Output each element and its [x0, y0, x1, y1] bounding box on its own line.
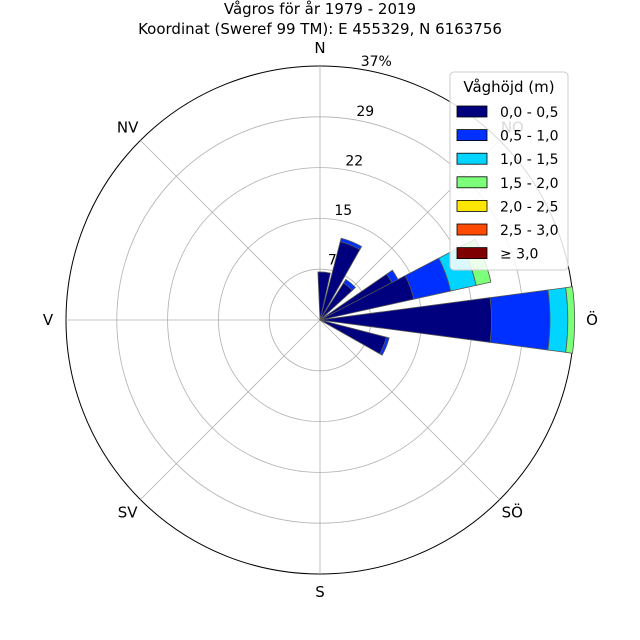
legend-swatch — [456, 105, 488, 118]
chart-subtitle: Koordinat (Sweref 99 TM): E 455329, N 61… — [138, 20, 502, 38]
direction-label-4: SÖ — [502, 502, 523, 521]
legend-label: 1,5 - 2,0 — [500, 176, 558, 192]
legend-label: 2,5 - 3,0 — [500, 223, 558, 239]
grid-spoke-sv — [140, 319, 321, 500]
legend-swatch — [456, 152, 488, 165]
radial-tick-label: 37% — [361, 54, 392, 70]
legend-label: 1,0 - 1,5 — [500, 152, 558, 168]
legend-swatch — [456, 223, 488, 236]
legend-swatch — [456, 247, 488, 260]
bar-segment-2-1 — [343, 278, 356, 291]
grid-spoke-nv — [140, 140, 321, 321]
direction-label-8: NV — [117, 119, 139, 137]
bar-segment-0-0 — [317, 271, 331, 321]
polar-bars — [317, 237, 576, 356]
bar-segment-5-1 — [489, 289, 551, 351]
legend-label: ≥ 3,0 — [500, 247, 538, 263]
radial-tick-label: 29 — [356, 104, 374, 120]
grid-spoke-sö — [319, 319, 500, 500]
direction-label-1: N — [314, 39, 325, 57]
bar-segment-1-1 — [339, 237, 363, 251]
legend-swatch — [456, 129, 488, 142]
direction-label-3: Ö — [586, 310, 598, 329]
legend-swatch — [456, 176, 488, 189]
legend-label: 2,0 - 2,5 — [500, 199, 558, 215]
radial-tick-label: 7 — [328, 253, 337, 269]
direction-label-7: V — [43, 311, 54, 329]
legend-frame — [449, 71, 569, 271]
radial-tick-label: 22 — [345, 153, 363, 169]
radial-tick-label: 15 — [334, 203, 352, 219]
legend-label: 0,0 - 0,5 — [500, 105, 558, 121]
bar-segment-6-1 — [379, 336, 390, 356]
direction-label-6: SV — [118, 503, 139, 521]
chart-title: Vågros för år 1979 - 2019 — [224, 0, 416, 18]
legend: Våghöjd (m) 0,0 - 0,5 0,5 - 1,0 1,0 - 1,5 1… — [449, 71, 569, 271]
legend-title: Våghöjd (m) — [463, 78, 554, 96]
bar-segment-5-2 — [547, 287, 569, 353]
legend-label: 0,5 - 1,0 — [500, 129, 558, 145]
legend-swatch — [456, 199, 488, 212]
radial-tick-labels: 7 15 22 29 37% — [328, 54, 392, 268]
legend-items: 0,0 - 0,5 0,5 - 1,0 1,0 - 1,5 1,5 - 2,0 2,0 … — [456, 105, 558, 263]
bar-segment-5-3 — [565, 286, 576, 354]
direction-label-5: S — [315, 583, 325, 601]
